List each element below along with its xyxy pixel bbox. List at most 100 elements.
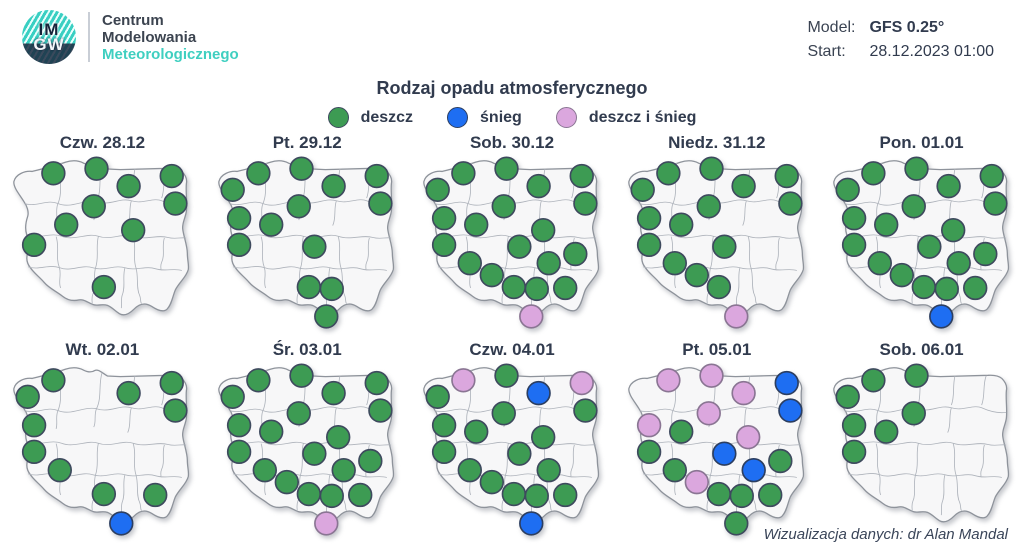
precip-dot-katowice bbox=[296, 481, 322, 507]
legend-item-label: śnieg bbox=[480, 108, 522, 126]
precip-dot-toruń bbox=[901, 194, 926, 219]
precip-dot-zakopane bbox=[928, 304, 954, 329]
legend-item: deszcz i śnieg bbox=[555, 107, 696, 128]
model-value: GFS 0.25° bbox=[869, 19, 945, 36]
precip-dot-olsztyn bbox=[321, 173, 346, 199]
precip-dot-lublin bbox=[767, 448, 793, 474]
map-title-niedz-31-12: Niedz. 31.12 bbox=[668, 133, 766, 152]
precip-dot-lublin bbox=[563, 241, 588, 267]
map-title-sob-06-01: Sob. 06.01 bbox=[879, 340, 964, 359]
precip-dot-koszalin bbox=[246, 368, 271, 393]
start-label: Start: bbox=[807, 43, 846, 60]
precip-dot-warszawa bbox=[530, 424, 556, 450]
poland-map bbox=[13, 156, 190, 316]
precip-dot-białystok bbox=[368, 191, 393, 216]
precip-dot-szczecin bbox=[220, 177, 246, 202]
precip-dot-olsztyn bbox=[321, 380, 346, 406]
precip-dot-lublin bbox=[358, 448, 383, 474]
precip-dot-białystok bbox=[777, 398, 803, 423]
precip-dot-toruń bbox=[696, 194, 721, 219]
precip-dot-poznań bbox=[259, 212, 284, 237]
precip-dot-poznań bbox=[259, 419, 284, 444]
precip-dot-opole bbox=[889, 262, 914, 288]
precip-dot-warszawa bbox=[735, 424, 761, 450]
precip-dot-gorzów bbox=[636, 413, 662, 438]
precip-dot-koszalin bbox=[451, 368, 476, 393]
precip-dot-białystok bbox=[982, 191, 1008, 216]
precip-dot-katowice bbox=[92, 274, 117, 300]
precip-dot-warszawa bbox=[326, 424, 351, 450]
header: IM GW Centrum Modelowania Meteorologiczn… bbox=[0, 0, 1024, 74]
map-title-pt-29-12: Pt. 29.12 bbox=[272, 133, 342, 152]
precip-dot-łódź bbox=[302, 441, 327, 466]
map-panel-wt-02-01: Wt. 02.01 bbox=[0, 337, 205, 544]
precip-dot-opole bbox=[479, 262, 505, 288]
precip-dot-rzeszów bbox=[143, 482, 168, 508]
precip-dot-szczecin bbox=[425, 177, 450, 202]
map-panel-czw-28-12: Czw. 28.12 bbox=[0, 130, 205, 337]
precip-dot-łódź bbox=[711, 441, 737, 466]
precip-dot-katowice bbox=[706, 274, 731, 300]
precip-dot-gorzów bbox=[227, 413, 252, 438]
org-name: Centrum Modelowania Meteorologicznego bbox=[102, 12, 239, 63]
model-info: Model: GFS 0.25° Start: 28.12.2023 01:00 bbox=[807, 10, 994, 64]
precip-dot-zielona-góra bbox=[636, 232, 662, 258]
precip-dot-szczecin bbox=[835, 177, 860, 202]
precip-dot-toruń bbox=[81, 194, 107, 219]
legend-item-label: deszcz bbox=[360, 108, 414, 126]
precip-dot-rzeszów bbox=[348, 482, 373, 508]
precip-dot-zielona-góra bbox=[227, 232, 252, 258]
poland-map bbox=[627, 363, 804, 536]
precip-dot-kraków bbox=[729, 483, 754, 509]
imgw-logo-block: IM GW Centrum Modelowania Meteorologiczn… bbox=[22, 10, 239, 64]
precip-dot-koszalin bbox=[246, 161, 271, 186]
precip-dot-opole bbox=[479, 469, 505, 495]
precip-dot-toruń bbox=[286, 194, 312, 219]
precip-dot-katowice bbox=[706, 481, 731, 507]
map-title-wt-02-01: Wt. 02.01 bbox=[65, 340, 140, 359]
precip-dot-warszawa bbox=[940, 217, 965, 243]
precip-dot-zielona-góra bbox=[841, 439, 866, 465]
precip-dot-poznań bbox=[873, 212, 898, 237]
precip-dot-toruń bbox=[696, 401, 721, 426]
precip-dot-szczecin bbox=[835, 384, 860, 409]
precip-dot-katowice bbox=[501, 274, 527, 300]
precip-dot-szczecin bbox=[220, 384, 246, 409]
maps-grid: Czw. 28.12 Pt. 29.12 Sob. 30.12 Niedz. 3… bbox=[0, 130, 1024, 544]
precip-dot-kielce bbox=[946, 250, 971, 276]
precip-dot-olsztyn bbox=[731, 173, 756, 199]
precip-dot-szczecin bbox=[630, 177, 655, 202]
precip-dot-kraków bbox=[319, 483, 345, 509]
precip-dot-poznań bbox=[54, 212, 79, 237]
precip-dot-katowice bbox=[501, 481, 527, 507]
precip-dot-toruń bbox=[901, 401, 926, 426]
precip-dot-suwałki bbox=[569, 163, 594, 189]
precip-dot-zielona-góra bbox=[841, 232, 866, 258]
map-title-czw-28-12: Czw. 28.12 bbox=[59, 133, 146, 152]
map-panel-czw-04-01: Czw. 04.01 bbox=[410, 337, 615, 544]
precip-dot-suwałki bbox=[979, 163, 1004, 189]
precip-dot-łódź bbox=[507, 234, 532, 259]
map-title-r-03-01: Śr. 03.01 bbox=[272, 340, 342, 359]
precip-dot-koszalin bbox=[860, 368, 886, 393]
org-name-line1: Centrum bbox=[102, 11, 164, 29]
precip-dot-kielce bbox=[741, 457, 766, 483]
precip-dot-gdańsk bbox=[494, 363, 519, 388]
precip-dot-poznań bbox=[668, 212, 694, 237]
precip-dot-toruń bbox=[286, 401, 312, 426]
poland-map bbox=[832, 156, 1009, 329]
precip-dot-koszalin bbox=[451, 161, 476, 186]
precip-dot-olsztyn bbox=[731, 380, 756, 406]
poland-map bbox=[832, 363, 1009, 523]
precip-dot-łódź bbox=[916, 234, 942, 259]
legend-item: deszcz bbox=[327, 107, 414, 128]
precip-dot-warszawa bbox=[530, 217, 556, 243]
precip-dot-koszalin bbox=[655, 368, 681, 393]
map-title-pt-05-01: Pt. 05.01 bbox=[682, 340, 752, 359]
precip-dot-białystok bbox=[777, 191, 803, 216]
precip-dot-wrocław bbox=[457, 457, 482, 483]
precip-dot-suwałki bbox=[774, 163, 799, 189]
poland-map bbox=[423, 363, 600, 536]
precip-dot-suwałki bbox=[159, 163, 185, 189]
